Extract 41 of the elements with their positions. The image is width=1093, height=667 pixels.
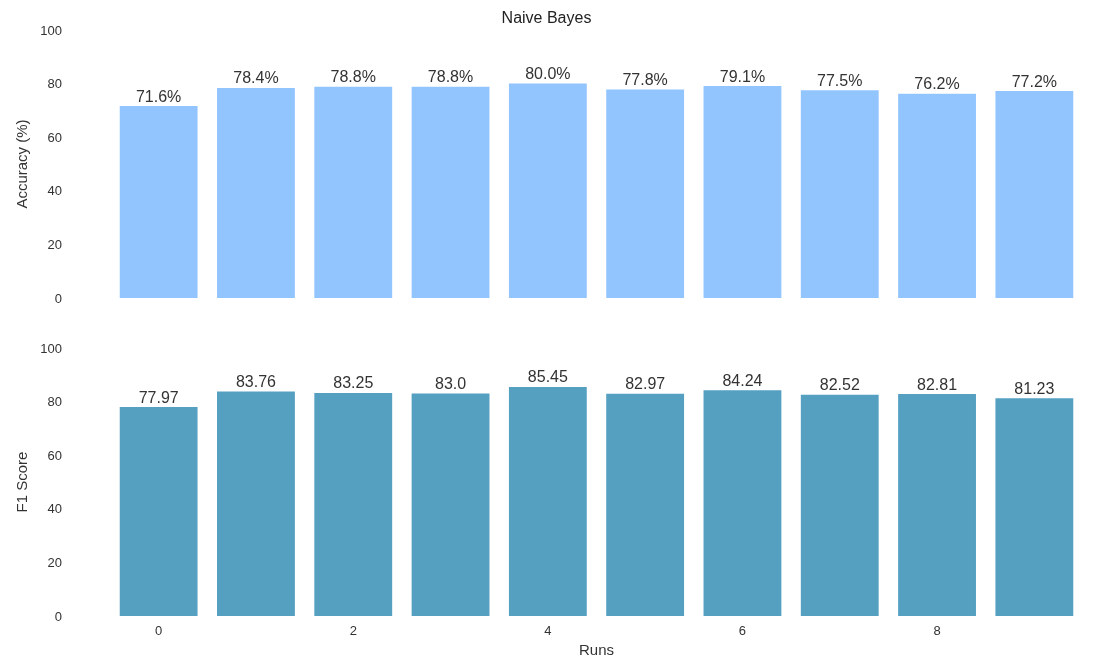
y-tick-label: 100: [40, 340, 62, 356]
x-tick-label: 4: [544, 623, 552, 638]
data-label: 77.5%: [817, 71, 863, 89]
x-tick-label: 0: [155, 623, 163, 638]
y-tick-label: 60: [47, 129, 62, 145]
y-tick-label: 60: [47, 447, 62, 463]
data-label: 71.6%: [135, 87, 182, 105]
y-tick-label: 80: [47, 394, 62, 410]
data-label: 77.2%: [1011, 72, 1058, 90]
data-label: 83.25: [333, 374, 374, 392]
y-tick-label: 40: [47, 183, 62, 199]
y-tick-label: 20: [47, 236, 62, 252]
data-label: 77.97: [138, 388, 179, 406]
data-label: 81.23: [1014, 379, 1055, 397]
y-tick-label: 80: [47, 76, 62, 92]
data-label: 77.8%: [622, 71, 668, 88]
data-label: 83.0: [434, 375, 467, 393]
data-label: 78.8%: [330, 68, 376, 86]
data-label: 82.97: [625, 375, 666, 393]
x-tick-label: 8: [933, 623, 941, 638]
data-label: 83.76: [235, 373, 277, 391]
chart-title: Naive Bayes: [501, 8, 592, 26]
y-tick-label: 20: [47, 554, 62, 570]
y-tick-label: 0: [54, 608, 62, 624]
data-label: 82.81: [917, 375, 958, 393]
y-axis-title: F1 Score: [13, 451, 31, 513]
x-axis-title: Runs: [578, 641, 615, 658]
data-label: 78.4%: [233, 69, 279, 87]
data-label: 78.8%: [427, 68, 474, 86]
x-tick-label: 6: [738, 623, 747, 638]
x-tick-label: 2: [349, 623, 357, 638]
data-label: 84.24: [722, 371, 763, 389]
data-label: 76.2%: [914, 75, 960, 93]
data-label: 82.52: [819, 376, 860, 394]
data-label: 85.45: [527, 368, 568, 386]
data-label: 79.1%: [719, 67, 766, 85]
data-label: 80.0%: [525, 65, 571, 83]
y-tick-label: 40: [47, 501, 62, 517]
y-tick-label: 0: [54, 290, 62, 306]
y-axis-title: Accuracy (%): [13, 119, 31, 209]
y-tick-label: 100: [40, 22, 62, 38]
